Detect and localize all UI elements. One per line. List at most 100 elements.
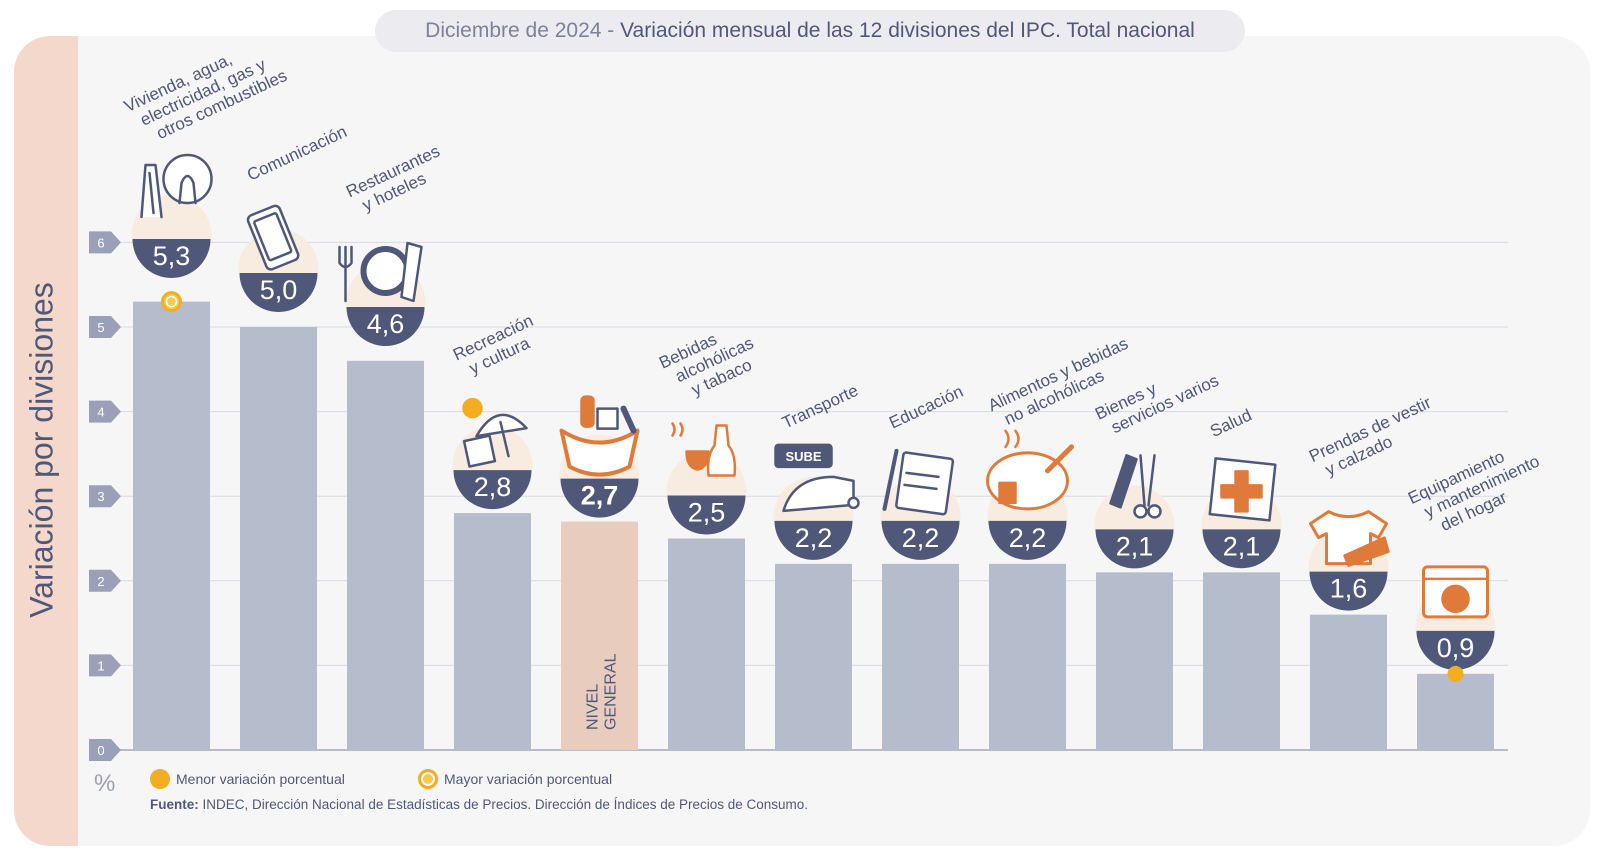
value-badge	[1202, 529, 1281, 569]
value-badge	[881, 520, 960, 560]
value-badge	[667, 495, 746, 535]
bar	[989, 563, 1066, 750]
max-marker-icon	[161, 291, 182, 313]
value-badge	[774, 520, 853, 560]
title-separator: -	[601, 19, 621, 42]
value-badge	[1309, 571, 1388, 611]
bar-group: SUBE 2,2 Transporte	[773, 381, 861, 750]
value-label: 4,6	[367, 309, 405, 339]
source-text: INDEC, Dirección Nacional de Estadística…	[202, 797, 809, 812]
bar-group: 5,0 Comunicación	[238, 122, 350, 750]
washing-machine-icon	[1422, 565, 1489, 619]
y-tick-marker	[89, 400, 121, 423]
category-label: Vivienda, agua,electricidad, gas yotros …	[121, 31, 290, 150]
chart-title: Diciembre de 2024 - Variación mensual de…	[375, 10, 1245, 52]
y-tick-marker	[89, 569, 121, 592]
value-badge	[132, 239, 211, 278]
value-label: 1,6	[1330, 574, 1368, 604]
side-band	[14, 36, 78, 846]
value-badge	[560, 478, 639, 518]
unit-label: %	[94, 770, 116, 797]
title-text: Variación mensual de las 12 divisiones d…	[620, 19, 1195, 42]
category-label: Comunicación	[244, 122, 350, 185]
shopping-bag-icon	[559, 395, 640, 477]
y-tick-marker	[89, 654, 121, 677]
y-tick-marker	[89, 231, 121, 254]
y-tick-marker	[89, 316, 121, 338]
min-marker-icon	[150, 769, 170, 789]
category-label: Restaurantesy hoteles	[343, 141, 451, 218]
value-label: 2,1	[1116, 531, 1154, 561]
max-marker-ring	[165, 295, 178, 308]
category-label: Bebidasalcohólicasy tabaco	[656, 316, 764, 407]
min-marker-icon	[1447, 665, 1464, 682]
y-tick-label: 6	[97, 235, 104, 250]
bar-group: 2,1 Salud	[1201, 405, 1282, 750]
value-label: 2,5	[688, 498, 726, 528]
restaurant-icon	[338, 241, 423, 303]
food-icon	[986, 429, 1074, 511]
value-badge	[346, 307, 425, 347]
category-label: NIVELGENERAL	[585, 653, 620, 730]
category-label: Prendas de vestiry calzado	[1306, 393, 1442, 483]
bar-group: 4,6 Restaurantesy hoteles	[338, 141, 451, 750]
value-label: 2,8	[474, 472, 512, 502]
value-badge	[453, 470, 532, 510]
category-label: Recreacióny cultura	[450, 311, 544, 382]
category-label: Bienes yservicios varios	[1092, 354, 1222, 441]
category-label: Educación	[886, 382, 966, 433]
value-label: 2,7	[581, 481, 619, 511]
notebook-icon	[882, 448, 955, 516]
bar	[454, 513, 531, 750]
legend-min-label: Menor variación porcentual	[176, 771, 345, 787]
value-label: 5,0	[260, 275, 298, 305]
category-label: Equipamientoy mantenimientodel hogar	[1405, 434, 1550, 542]
value-badge	[239, 273, 318, 312]
bar	[240, 327, 317, 750]
bar	[133, 301, 210, 750]
tshirt-icon	[1309, 510, 1390, 567]
bar-group: 2,2 Educación	[880, 382, 966, 750]
bar	[1417, 673, 1494, 750]
value-badge	[1095, 529, 1174, 569]
comb-scissors-icon	[1109, 454, 1162, 519]
legend-max: Mayor variación porcentual	[418, 769, 612, 789]
svg-text:SUBE: SUBE	[785, 449, 821, 464]
phone-icon	[246, 204, 300, 271]
source-label: Fuente:	[150, 797, 199, 812]
source-note: Fuente: INDEC, Dirección Nacional de Est…	[150, 797, 808, 812]
legend-max-label: Mayor variación porcentual	[444, 771, 613, 787]
bar	[1310, 614, 1387, 750]
value-label: 2,2	[902, 523, 940, 553]
y-tick-marker	[89, 485, 121, 508]
category-label: Transporte	[779, 381, 861, 433]
y-tick-label: 5	[97, 320, 104, 335]
bar	[775, 563, 852, 750]
bar-group: 2,7 NIVELGENERAL	[559, 395, 640, 750]
bar	[561, 521, 638, 750]
bus-icon: SUBE	[774, 443, 860, 513]
y-tick-label: 1	[97, 658, 104, 673]
bar-group: 2,5 Bebidasalcohólicasy tabaco	[656, 316, 764, 750]
category-label: Salud	[1207, 405, 1254, 441]
bar-group: 0,9 Equipamientoy mantenimientodel hogar	[1405, 434, 1550, 750]
bar	[668, 538, 745, 750]
beverages-icon	[671, 422, 737, 477]
bar-group: 2,8 Recreacióny cultura	[450, 311, 544, 750]
y-tick-label: 2	[97, 574, 104, 589]
health-cross-icon	[1208, 457, 1277, 522]
value-label: 2,2	[1009, 523, 1047, 553]
y-tick-label: 3	[97, 489, 104, 504]
housing-icon	[140, 153, 213, 219]
value-label: 5,3	[153, 241, 191, 271]
bar	[1096, 572, 1173, 750]
bar	[347, 360, 424, 750]
title-date: Diciembre de 2024	[425, 19, 602, 42]
value-label: 2,1	[1223, 531, 1261, 561]
value-label: 0,9	[1437, 633, 1475, 663]
max-marker-icon	[418, 769, 438, 789]
value-badge	[988, 520, 1067, 560]
y-tick-label: 0	[97, 743, 104, 758]
legend-min: Menor variación porcentual	[150, 769, 345, 789]
